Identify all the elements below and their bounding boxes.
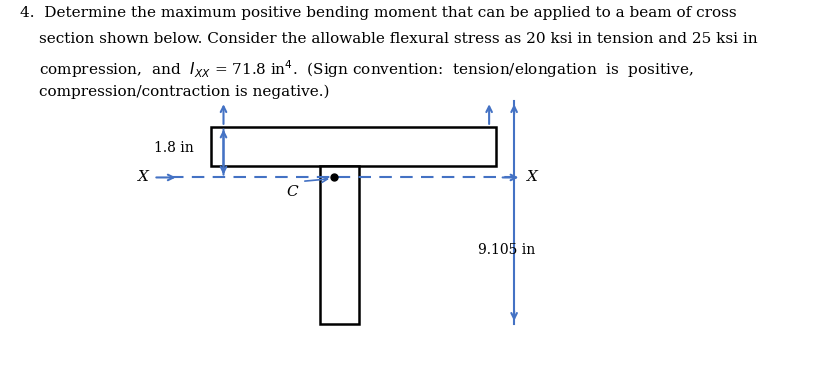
Bar bbox=[211, 127, 496, 166]
Text: compression/contraction is negative.): compression/contraction is negative.) bbox=[39, 84, 330, 99]
Text: X: X bbox=[137, 170, 149, 184]
Text: section shown below. Consider the allowable flexural stress as 20 ksi in tension: section shown below. Consider the allowa… bbox=[39, 32, 758, 46]
Text: 9.105 in: 9.105 in bbox=[478, 243, 536, 257]
Text: compression,  and  $I_{XX}$ = 71.8 in$^4$.  (Sign convention:  tension/elongatio: compression, and $I_{XX}$ = 71.8 in$^4$.… bbox=[39, 58, 694, 80]
Text: 1.8 in: 1.8 in bbox=[155, 141, 194, 155]
Text: 4.  Determine the maximum positive bending moment that can be applied to a beam : 4. Determine the maximum positive bendin… bbox=[20, 6, 737, 20]
Text: X: X bbox=[527, 170, 538, 184]
Text: C: C bbox=[287, 185, 299, 199]
Bar bbox=[320, 166, 359, 324]
